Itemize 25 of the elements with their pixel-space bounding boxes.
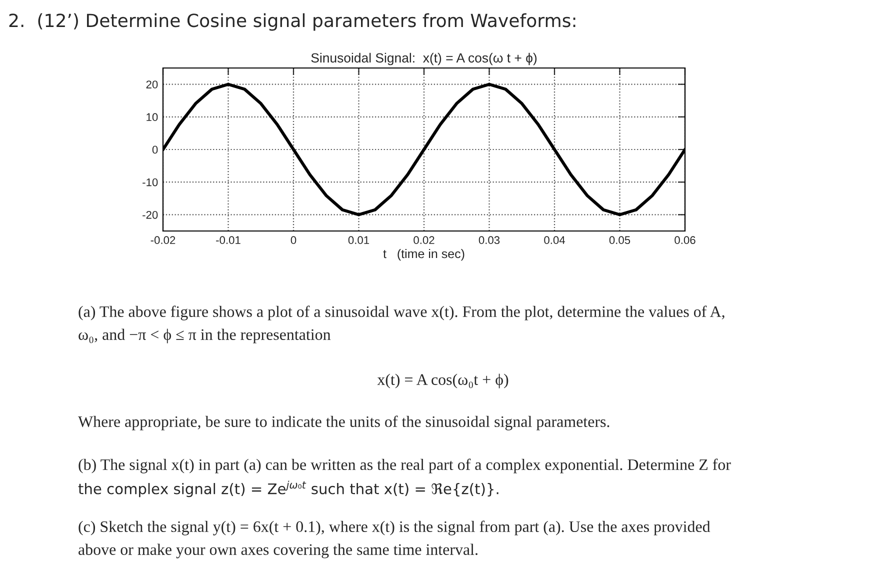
text: ω₀, and −π < ϕ ≤ π in the representation xyxy=(78,328,331,344)
y-tick-label: -20 xyxy=(142,210,158,219)
y-tick-label: -10 xyxy=(142,178,158,186)
text: (c) Sketch the signal y(t) = 6x(t + 0.1), where x(t) is the signal from part (a). Use the axes provided xyxy=(78,520,710,536)
y-tick-label: 20 xyxy=(146,80,158,88)
chart-subtitle: Sinusoidal Signal: x(t) = A cos(ω t + ϕ) xyxy=(311,52,537,66)
text: x(t) = A cos(ω₀t + ϕ) xyxy=(377,374,508,388)
text: the complex signal z(t) = Ze$^{jω₀t}$ such that x(t) = ℜe{z(t)}. xyxy=(78,480,498,498)
chart-title: 2. (12’) Determine Cosine signal parameters from Waveforms: xyxy=(9,13,576,31)
x-tick-label: 0.01 xyxy=(348,236,370,244)
x-tick-label: 0.03 xyxy=(478,236,500,244)
x-tick-label: 0.05 xyxy=(609,236,630,244)
text: Where appropriate, be sure to indicate the units of the sinusoidal signal parameters. xyxy=(78,416,610,430)
x-tick-label: -0.01 xyxy=(216,236,240,244)
x-axis-title: t (time in sec) xyxy=(383,248,464,261)
y-tick-label: 10 xyxy=(146,113,158,122)
x-tick-label: 0.02 xyxy=(414,236,434,244)
text: (b) The signal x(t) in part (a) can be written as the real part of a complex exponential. Determine Z for xyxy=(78,458,731,474)
x-tick-label: 0.04 xyxy=(544,236,565,244)
text: (a) The above figure shows a plot of a sinusoidal wave x(t). From the plot, determine the values of A, xyxy=(78,306,724,320)
x-tick-label: -0.02 xyxy=(150,236,176,244)
text: above or make your own axes covering the same time interval. xyxy=(78,544,478,558)
x-tick-label: 0.06 xyxy=(674,236,696,244)
x-tick-label: 0 xyxy=(290,236,296,244)
y-tick-label: 0 xyxy=(152,146,158,154)
